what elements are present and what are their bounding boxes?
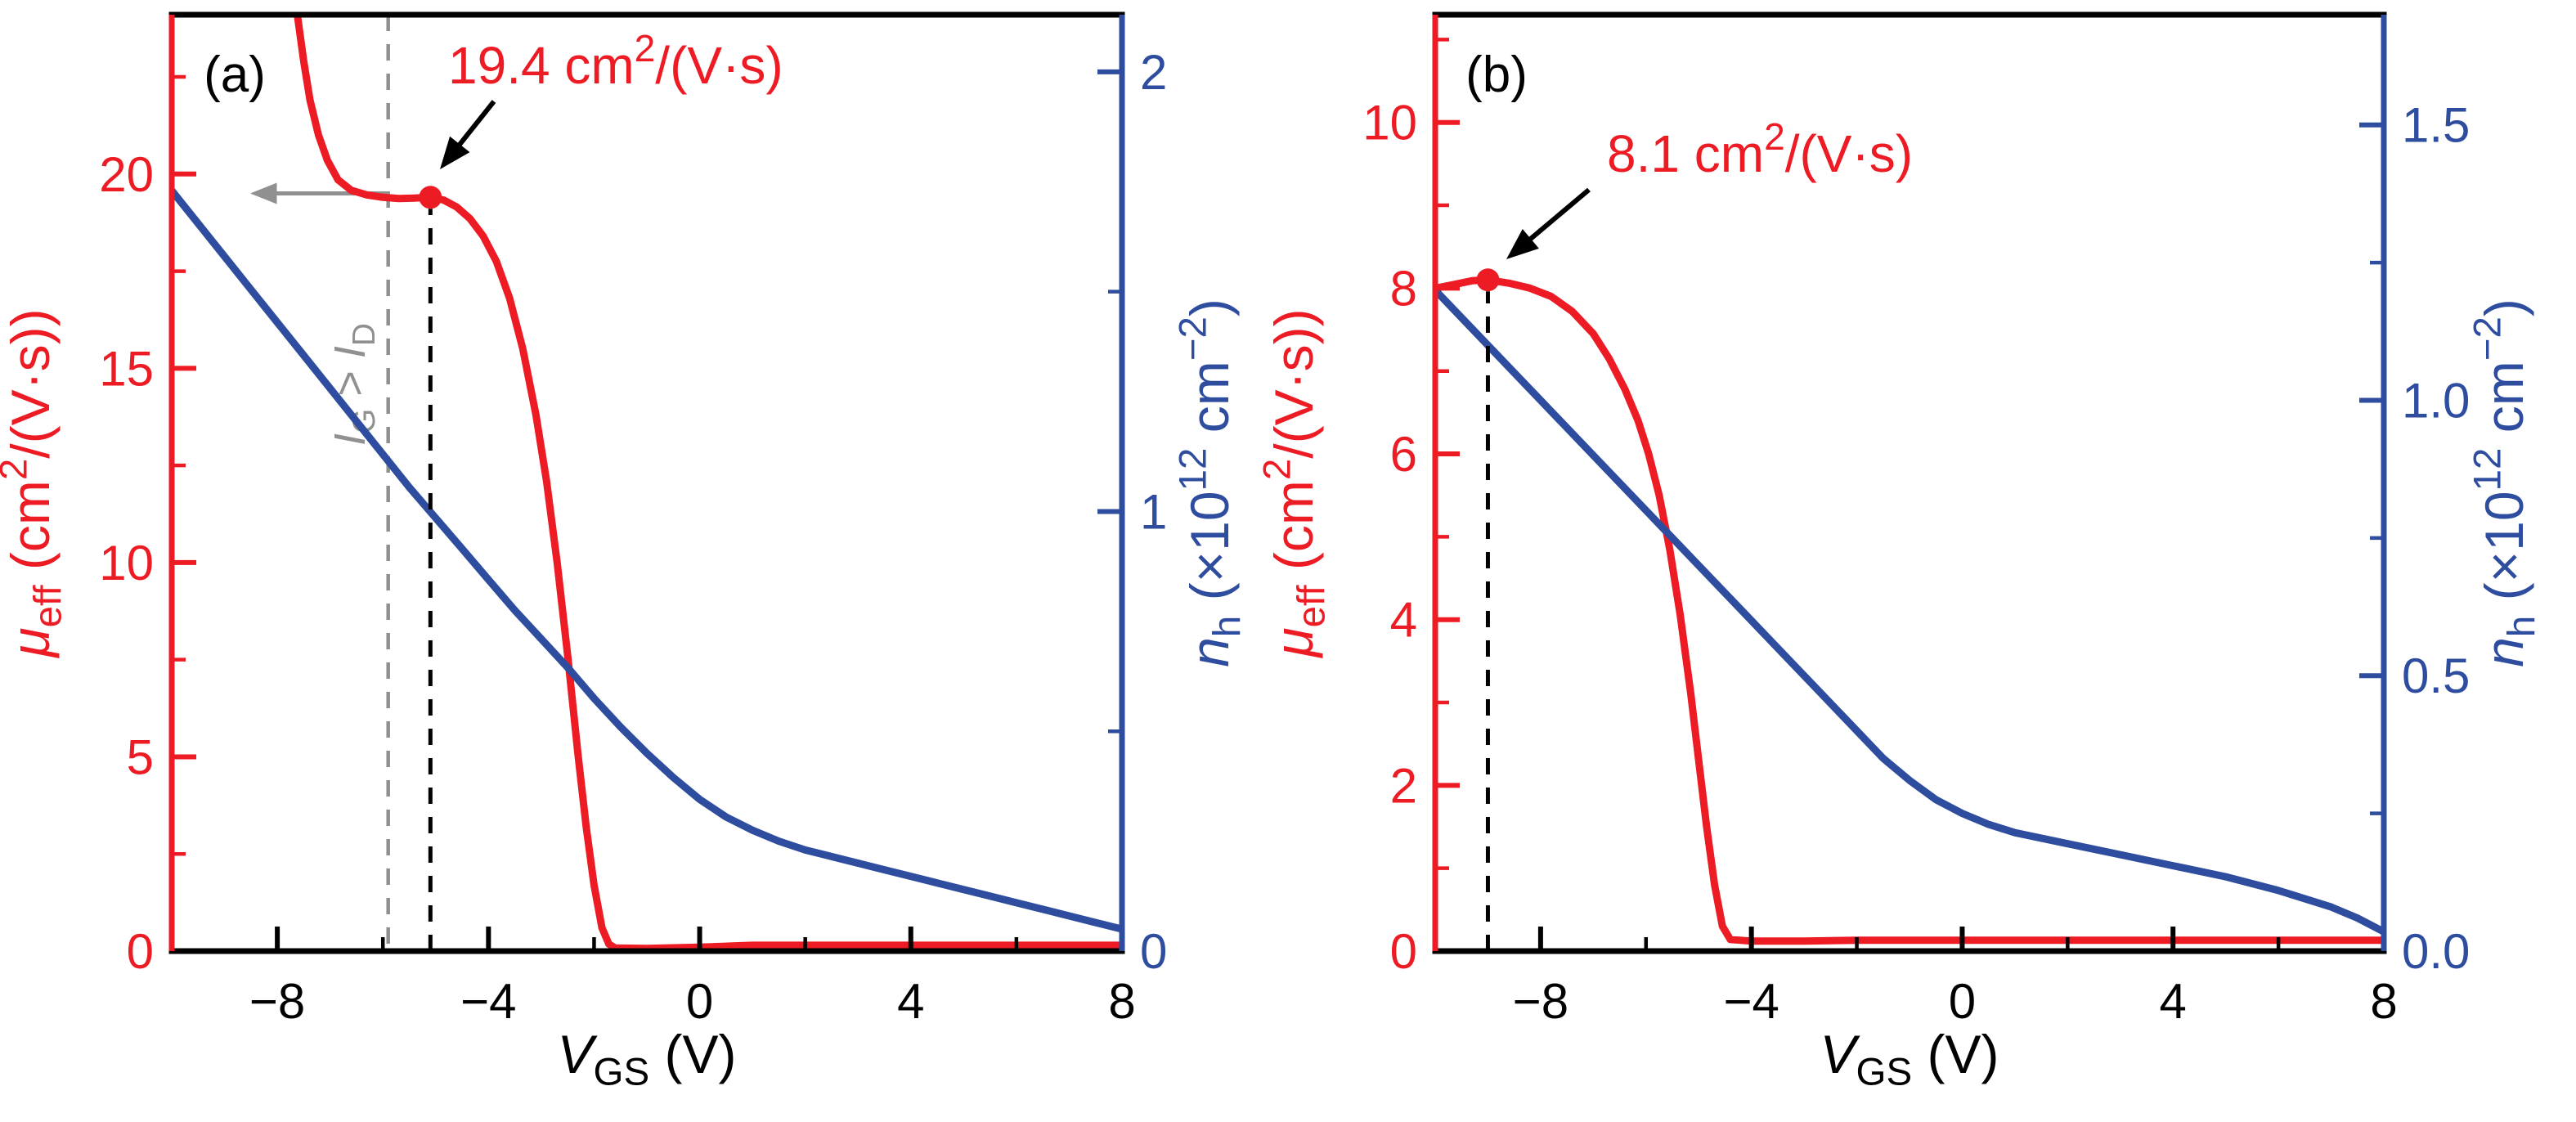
left-tick-label: 15 <box>99 341 154 396</box>
x-tick-label: −4 <box>460 974 516 1029</box>
series-mu-eff-curve <box>1435 276 2384 945</box>
left-tick-label: 20 <box>99 147 154 202</box>
x-axis-title: VGS (V) <box>557 1024 736 1094</box>
left-tick-label: 10 <box>1362 96 1417 150</box>
series-n-h-curve <box>172 186 1122 933</box>
panel-label-a: (a) <box>204 47 266 103</box>
left-tick-label: 0 <box>1390 924 1417 979</box>
left-tick-label: 4 <box>1390 593 1417 648</box>
left-tick-label: 2 <box>1390 758 1417 813</box>
x-tick-label: 4 <box>2160 974 2187 1029</box>
right-tick-label: 2 <box>1140 45 1167 100</box>
series-mu-eff-curve <box>294 15 1122 951</box>
left-tick-label: 0 <box>127 924 154 979</box>
right-tick-label: 0 <box>1140 924 1167 979</box>
right-axis-title: nh (×1012 cm−2) <box>2466 298 2543 667</box>
left-axis-title: μeff (cm2/(V·s)) <box>1255 308 1333 658</box>
left-tick-label: 10 <box>99 536 154 590</box>
right-tick-label: 1.0 <box>2402 373 2470 428</box>
left-tick-label: 5 <box>127 729 154 784</box>
peak-value-label: 8.1 cm2/(V·s) <box>1607 115 1913 183</box>
right-tick-label: 0.5 <box>2402 649 2470 703</box>
curves <box>172 15 1122 951</box>
x-tick-label: 0 <box>686 974 713 1029</box>
curves <box>1435 276 2384 945</box>
right-tick-label: 0.0 <box>2402 924 2470 979</box>
right-axis-title: nh (×1012 cm−2) <box>1171 298 1249 667</box>
x-tick-label: −8 <box>1513 974 1568 1029</box>
left-tick-label: 6 <box>1390 427 1417 482</box>
series-n-h-curve <box>1435 286 2384 936</box>
peak-annotation-arrow <box>1506 187 1591 259</box>
left-tick-label: 8 <box>1390 261 1417 316</box>
peak-annotation-arrow <box>440 100 496 169</box>
peak-marker <box>1476 268 1500 292</box>
peak-marker <box>419 186 442 209</box>
right-tick-label: 1 <box>1140 484 1167 539</box>
x-axis-title: VGS (V) <box>1820 1024 1999 1094</box>
x-tick-label: 4 <box>897 974 924 1029</box>
x-tick-label: −8 <box>249 974 305 1029</box>
peak-value-label: 19.4 cm2/(V·s) <box>448 27 783 95</box>
left-axis-title: μeff (cm2/(V·s)) <box>0 308 70 658</box>
panel-b: −8 −4 0 4 8 0 2 4 6 8 10 0.0 0.5 1.0 1.5 VGS (V) μeff (c… <box>1255 11 2544 1094</box>
right-tick-label: 1.5 <box>2402 98 2470 153</box>
panel-label-b: (b) <box>1465 47 1528 103</box>
x-tick-label: −4 <box>1723 974 1779 1029</box>
x-tick-label: 0 <box>1949 974 1976 1029</box>
x-tick-label: 8 <box>1108 974 1135 1029</box>
gate-leak-label: IG > ID <box>325 323 382 446</box>
x-tick-label: 8 <box>2370 974 2397 1029</box>
